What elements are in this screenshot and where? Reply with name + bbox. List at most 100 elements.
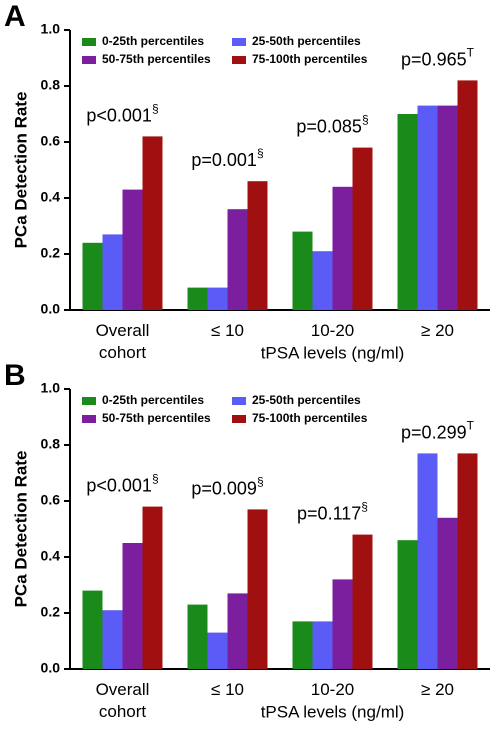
annotation-sup: § xyxy=(362,113,369,127)
bar xyxy=(207,632,228,669)
bar xyxy=(122,543,143,669)
bar xyxy=(457,80,478,311)
annotation: p=0.965T xyxy=(401,46,475,70)
bar xyxy=(397,114,418,310)
legend-swatch xyxy=(82,415,96,423)
bar xyxy=(82,242,103,310)
y-tick-label: 0.6 xyxy=(41,492,61,508)
bar xyxy=(352,534,373,669)
bar xyxy=(247,181,268,310)
annotation: p<0.001§ xyxy=(86,102,158,126)
panel-label: A xyxy=(4,0,26,33)
x-axis-label: tPSA levels (ng/ml) xyxy=(261,702,405,721)
y-tick-label: 0.8 xyxy=(41,77,61,93)
bar xyxy=(312,251,333,310)
bar xyxy=(312,621,333,669)
legend-label: 75-100th percentiles xyxy=(252,411,368,425)
annotation-text: p=0.009 xyxy=(191,478,257,498)
annotation-text: p=0.001 xyxy=(191,150,257,170)
annotation: p=0.085§ xyxy=(296,113,368,137)
x-tick-label: 10-20 xyxy=(310,321,355,340)
x-tick-label: ≤ 10 xyxy=(211,321,244,340)
annotation-sup: § xyxy=(257,146,264,160)
bar xyxy=(82,590,103,669)
legend-label: 0-25th percentiles xyxy=(102,393,204,407)
bar xyxy=(122,189,143,310)
y-tick-label: 0.4 xyxy=(41,548,61,564)
bar xyxy=(397,540,418,669)
legend-label: 50-75th percentiles xyxy=(102,411,211,425)
y-tick-label: 0.2 xyxy=(41,245,61,261)
bar xyxy=(102,610,123,669)
bar xyxy=(227,209,248,310)
legend-label: 75-100th percentiles xyxy=(252,52,368,66)
bar xyxy=(292,621,313,669)
panel-label: B xyxy=(4,359,26,392)
x-tick-label: Overall cohort xyxy=(95,321,150,362)
bar xyxy=(417,453,438,669)
annotation-text: p=0.117 xyxy=(297,503,361,523)
annotation: p=0.009§ xyxy=(191,475,263,499)
legend-swatch xyxy=(82,56,96,64)
annotation: p=0.117§ xyxy=(297,500,368,524)
bar xyxy=(142,136,163,310)
legend-label: 25-50th percentiles xyxy=(252,393,361,407)
x-axis-label: tPSA levels (ng/ml) xyxy=(261,343,405,362)
annotation-sup: § xyxy=(152,102,159,116)
bar xyxy=(292,231,313,310)
legend-label: 0-25th percentiles xyxy=(102,34,204,48)
bar xyxy=(457,453,478,669)
y-tick-label: 1.0 xyxy=(41,21,61,37)
bar xyxy=(352,147,373,310)
annotation-sup: § xyxy=(257,475,264,489)
legend-label: 50-75th percentiles xyxy=(102,52,211,66)
x-tick-label: ≥ 20 xyxy=(421,680,454,699)
legend-swatch xyxy=(232,56,246,64)
y-tick-label: 0.8 xyxy=(41,436,61,452)
annotation: p<0.001§ xyxy=(86,472,158,496)
bar xyxy=(417,105,438,310)
bar xyxy=(142,506,163,669)
y-tick-label: 1.0 xyxy=(41,380,61,396)
x-tick-label: ≥ 20 xyxy=(421,321,454,340)
bar xyxy=(187,604,208,669)
x-tick-label: Overall cohort xyxy=(95,680,150,721)
legend-swatch xyxy=(82,397,96,405)
bar xyxy=(437,105,458,310)
bar xyxy=(332,186,353,310)
y-axis-label: PCa Detection Rate xyxy=(11,92,30,249)
bar xyxy=(102,234,123,310)
annotation-text: p<0.001 xyxy=(86,105,152,125)
annotation-text: p=0.299 xyxy=(401,422,467,442)
y-tick-label: 0.2 xyxy=(41,604,61,620)
bar xyxy=(247,509,268,669)
bar xyxy=(437,517,458,669)
legend-swatch xyxy=(232,397,246,405)
legend-swatch xyxy=(82,38,96,46)
x-tick-label: 10-20 xyxy=(310,680,355,699)
legend-swatch xyxy=(232,415,246,423)
annotation-sup: T xyxy=(467,419,475,433)
y-axis-label: PCa Detection Rate xyxy=(11,451,30,608)
annotation: p=0.299T xyxy=(401,419,475,443)
y-tick-label: 0.0 xyxy=(41,301,61,317)
bar xyxy=(207,287,228,310)
y-tick-label: 0.4 xyxy=(41,189,61,205)
annotation-text: p=0.085 xyxy=(296,116,362,136)
annotation-sup: § xyxy=(152,472,159,486)
annotation-sup: § xyxy=(361,500,368,514)
legend-swatch xyxy=(232,38,246,46)
bar xyxy=(227,593,248,669)
y-tick-label: 0.0 xyxy=(41,660,61,676)
annotation-sup: T xyxy=(467,46,475,60)
bar xyxy=(332,579,353,669)
legend-label: 25-50th percentiles xyxy=(252,34,361,48)
annotation: p=0.001§ xyxy=(191,146,263,170)
y-tick-label: 0.6 xyxy=(41,133,61,149)
annotation-text: p<0.001 xyxy=(86,475,152,495)
bar xyxy=(187,287,208,310)
annotation-text: p=0.965 xyxy=(401,49,467,69)
x-tick-label: ≤ 10 xyxy=(211,680,244,699)
